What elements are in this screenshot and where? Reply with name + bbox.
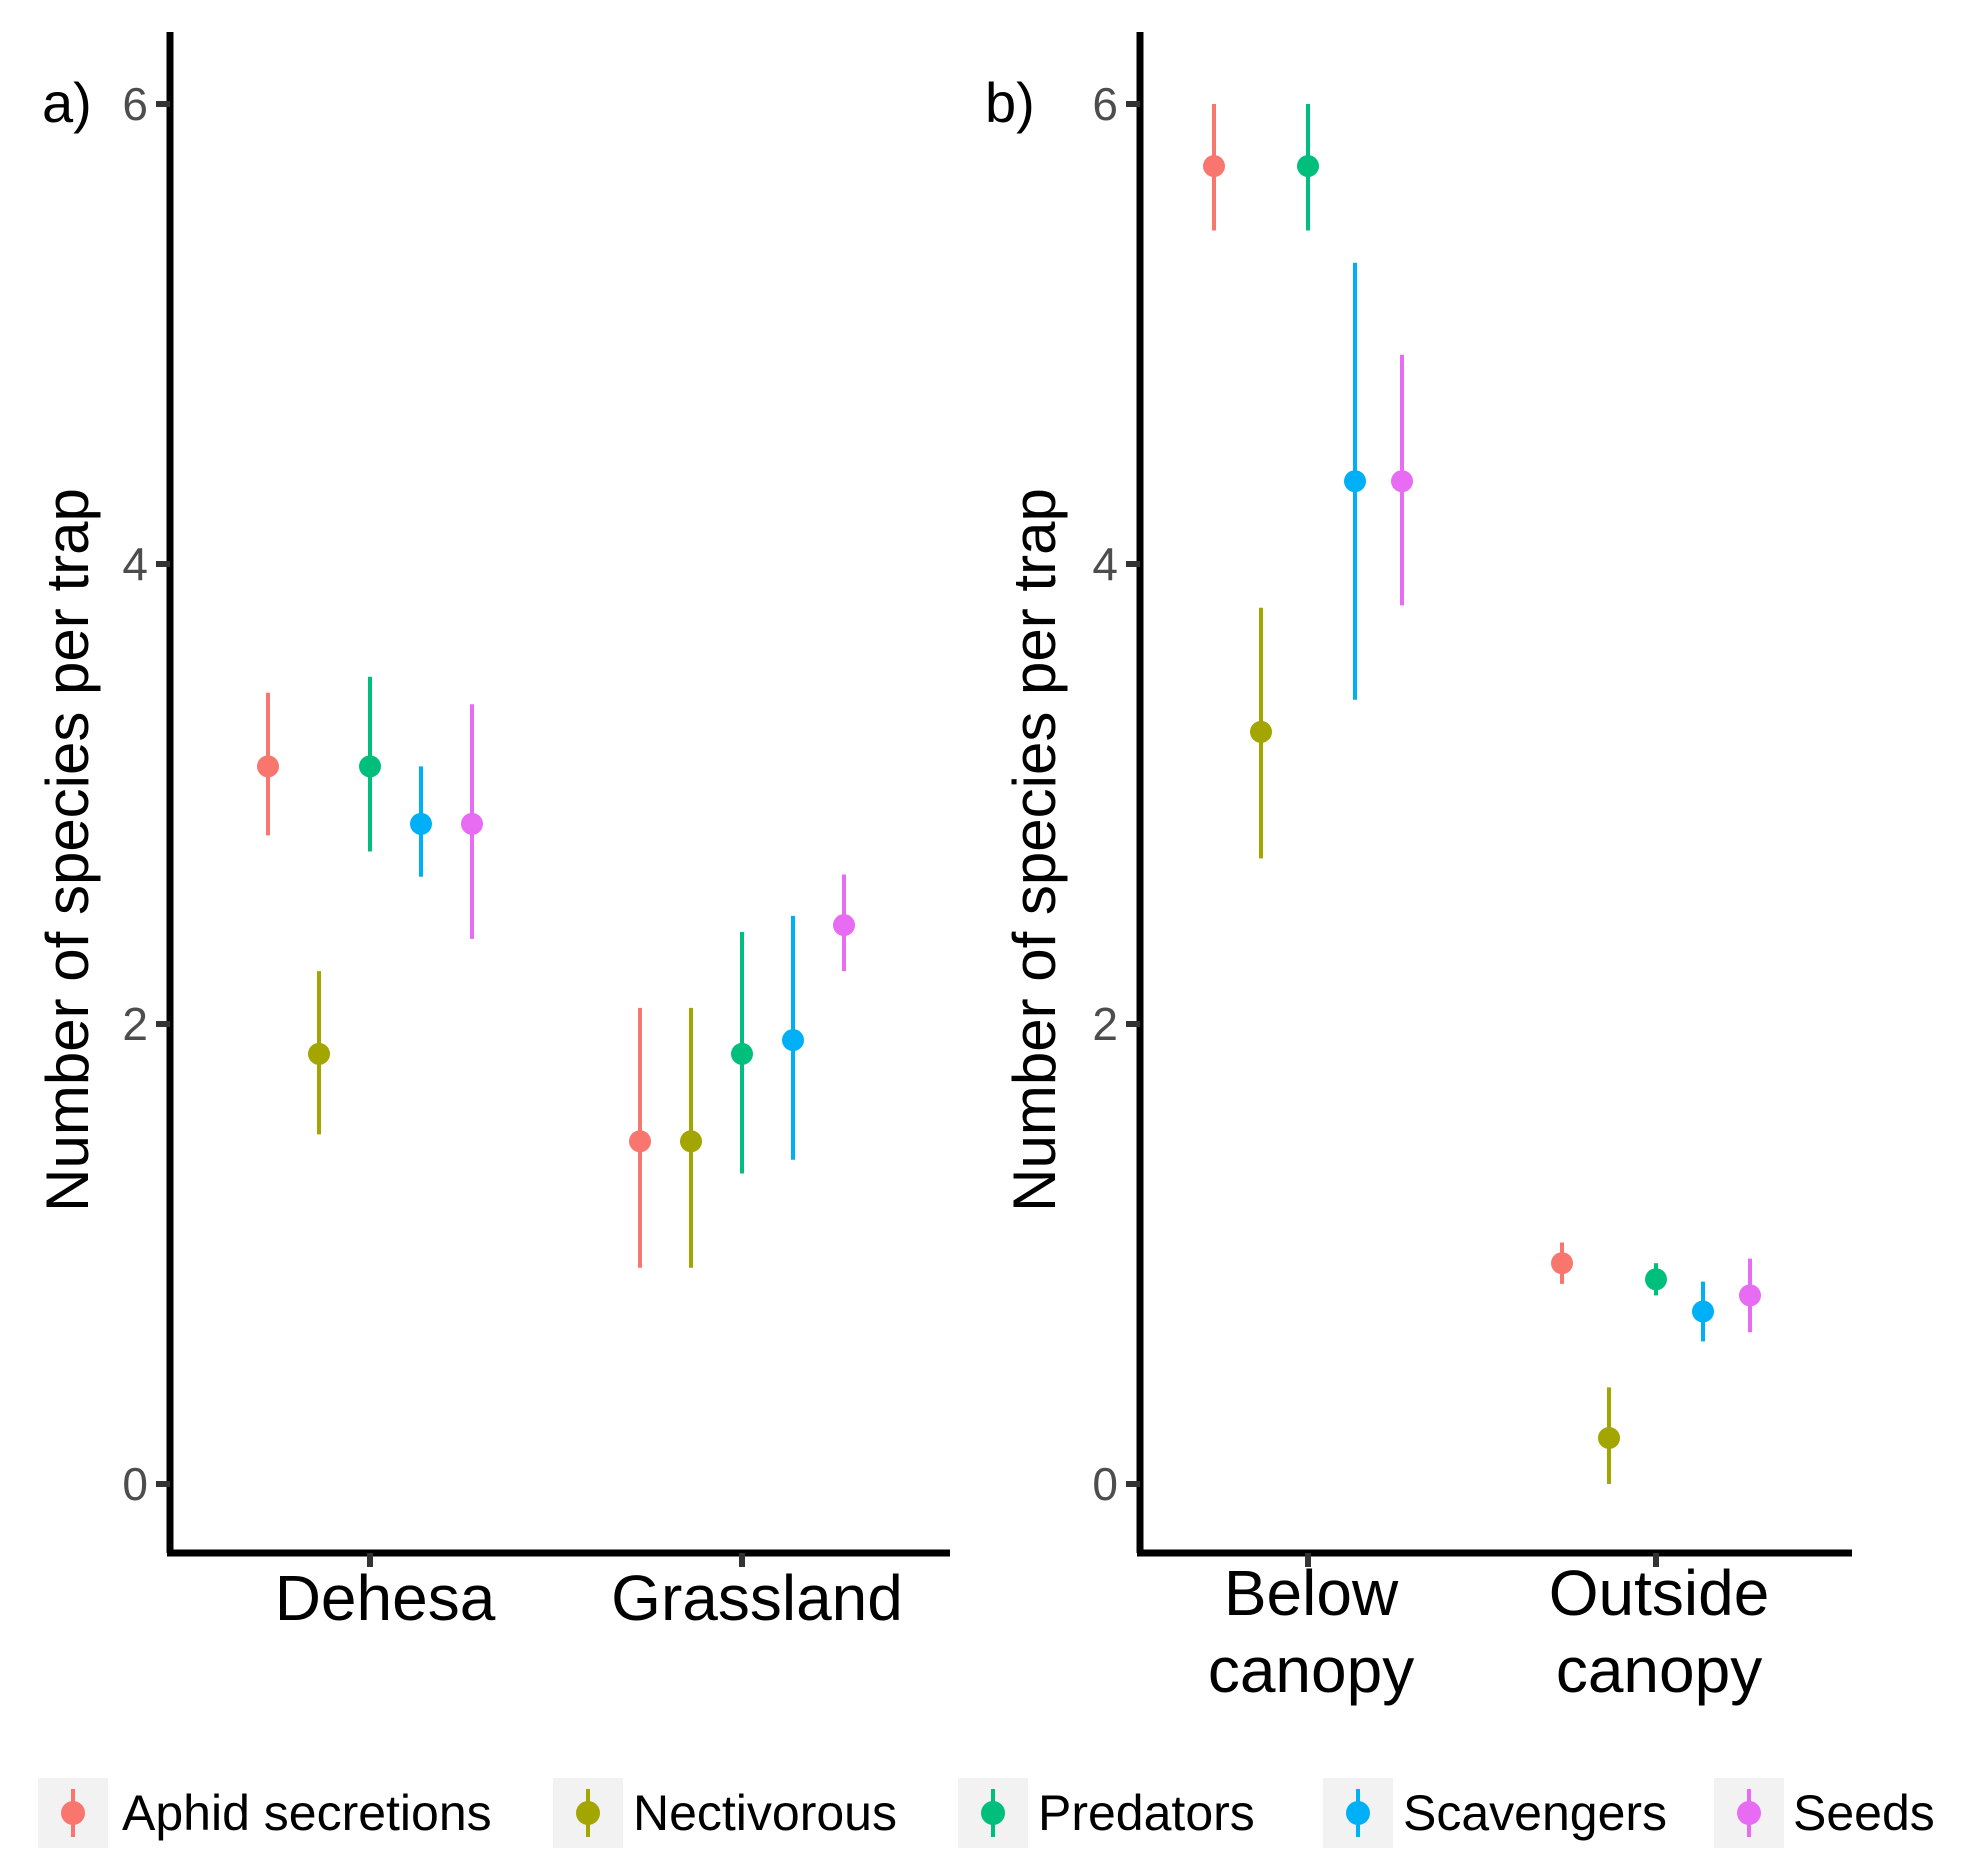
x-category-label: Grassland	[611, 1562, 903, 1634]
mean-point	[1203, 155, 1225, 178]
legend-label: Scavengers	[1403, 1785, 1667, 1841]
legend-key	[958, 1778, 1028, 1848]
mean-point	[629, 1130, 651, 1153]
legend-label: Aphid secretions	[122, 1785, 492, 1841]
legend-label: Seeds	[1793, 1785, 1935, 1841]
panel-tag: b)	[985, 71, 1035, 134]
mean-point	[731, 1042, 753, 1065]
legend-label: Predators	[1038, 1785, 1255, 1841]
mean-point	[1250, 720, 1272, 743]
y-tick-label: 4	[122, 538, 148, 590]
mean-point	[1645, 1268, 1667, 1291]
mean-point	[1551, 1252, 1573, 1275]
mean-point	[257, 755, 279, 778]
mean-point	[1297, 155, 1319, 178]
y-tick-label: 6	[122, 78, 148, 130]
panel-tag: a)	[42, 71, 92, 134]
x-category-label: Dehesa	[275, 1562, 496, 1634]
legend-key	[1323, 1778, 1393, 1848]
mean-point	[1598, 1427, 1620, 1449]
mean-point	[359, 755, 381, 778]
x-category-label: Below	[1224, 1557, 1399, 1629]
y-axis-title: Number of species per trap	[1001, 488, 1068, 1212]
y-tick-label: 6	[1092, 78, 1118, 130]
y-tick-label: 0	[122, 1458, 148, 1510]
y-tick-label: 2	[1092, 998, 1118, 1050]
legend-key	[553, 1778, 623, 1848]
mean-point	[1739, 1284, 1761, 1307]
x-category-label: canopy	[1208, 1634, 1414, 1706]
y-tick-label: 4	[1092, 538, 1118, 590]
y-axis-title: Number of species per trap	[34, 488, 101, 1212]
mean-point	[1344, 470, 1366, 493]
mean-point	[833, 914, 855, 937]
legend-label: Nectivorous	[633, 1785, 897, 1841]
mean-point	[410, 812, 432, 835]
mean-point	[308, 1042, 330, 1065]
legend-key	[38, 1778, 108, 1848]
legend-key	[1714, 1778, 1784, 1848]
x-category-label: Outside	[1549, 1557, 1770, 1629]
mean-point	[782, 1029, 804, 1052]
y-tick-label: 2	[122, 998, 148, 1050]
mean-point	[461, 812, 483, 835]
x-category-label: canopy	[1556, 1634, 1762, 1706]
y-tick-label: 0	[1092, 1458, 1118, 1510]
mean-point	[1692, 1300, 1714, 1323]
legend: Aphid secretions Nectivorous Predators Scav…	[38, 1778, 1935, 1848]
mean-point	[1391, 470, 1413, 493]
mean-point	[680, 1130, 702, 1153]
panel-a: 0 2 4 6 Dehesa Grassland Number of species per…	[34, 32, 950, 1634]
